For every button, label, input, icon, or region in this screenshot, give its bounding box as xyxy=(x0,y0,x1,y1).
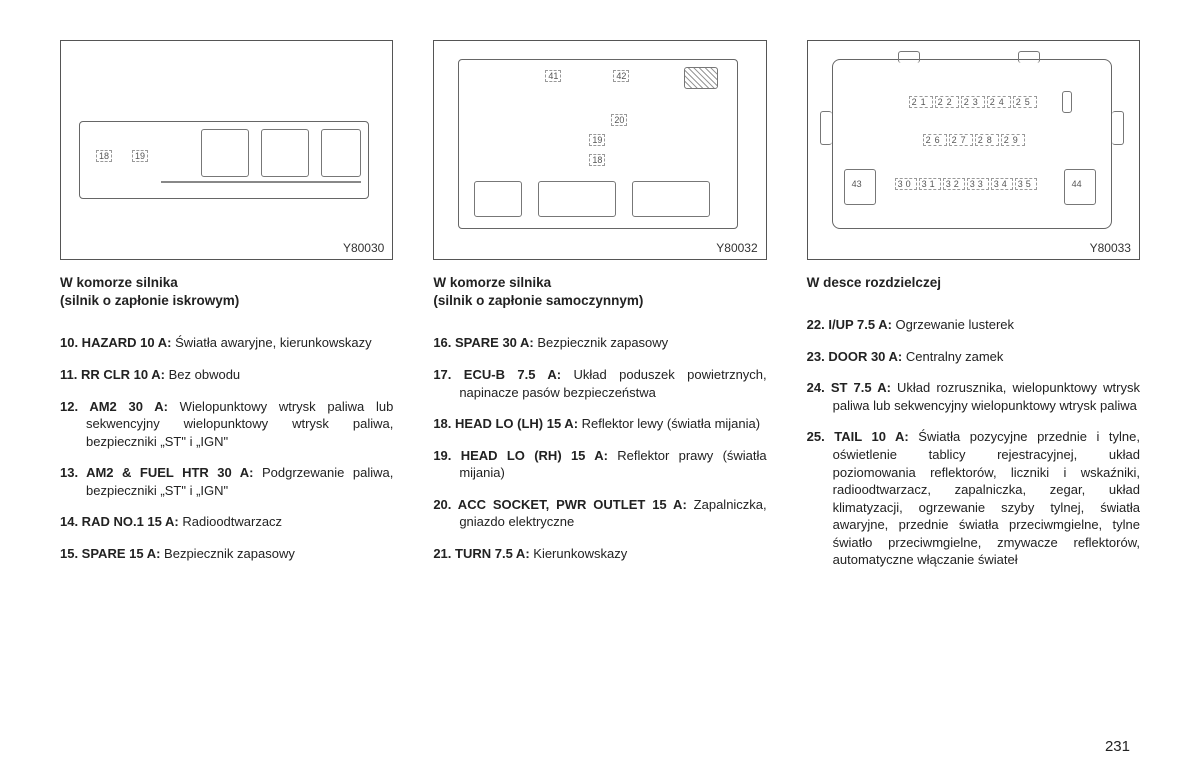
page-number: 231 xyxy=(1105,738,1130,755)
fuse-item: 25. TAIL 10 A: Światła pozycyjne przedni… xyxy=(807,428,1140,568)
slot-18: 18 xyxy=(96,150,112,162)
fuse-item: 12. AM2 30 A: Wielopunktowy wtrysk paliw… xyxy=(60,398,393,451)
column-1: 18 19 Y80030 W komorze silnika (silnik o… xyxy=(60,40,393,583)
heading-2: W komorze silnika (silnik o zapłonie sam… xyxy=(433,274,766,310)
fuse-item: 11. RR CLR 10 A: Bez obwodu xyxy=(60,366,393,384)
fuse-item: 24. ST 7.5 A: Układ rozrusznika, wielopu… xyxy=(807,379,1140,414)
fuse-item: 10. HAZARD 10 A: Światła awaryjne, kieru… xyxy=(60,334,393,352)
column-2: 41 42 20 19 18 Y80032 W komorze silnika … xyxy=(433,40,766,583)
diagram-1: 18 19 Y80030 xyxy=(60,40,393,260)
diagram-code-2: Y80032 xyxy=(716,241,757,255)
fuse-item: 18. HEAD LO (LH) 15 A: Reflektor lewy (ś… xyxy=(433,415,766,433)
diagram-2: 41 42 20 19 18 Y80032 xyxy=(433,40,766,260)
heading-3: W desce rozdzielczej xyxy=(807,274,1140,292)
fuse-item: 13. AM2 & FUEL HTR 30 A: Podgrzewanie pa… xyxy=(60,464,393,499)
heading-1: W komorze silnika (silnik o zapłonie isk… xyxy=(60,274,393,310)
items-2: 16. SPARE 30 A: Bezpiecznik zapasowy 17. … xyxy=(433,334,766,576)
fuse-item: 16. SPARE 30 A: Bezpiecznik zapasowy xyxy=(433,334,766,352)
diagram-code-1: Y80030 xyxy=(343,241,384,255)
fuse-item: 22. I/UP 7.5 A: Ogrzewanie lusterek xyxy=(807,316,1140,334)
items-3: 22. I/UP 7.5 A: Ogrzewanie lusterek 23. D… xyxy=(807,316,1140,583)
fuse-item: 17. ECU-B 7.5 A: Układ poduszek powietrz… xyxy=(433,366,766,401)
slot-19: 19 xyxy=(132,150,148,162)
fuse-item: 15. SPARE 15 A: Bezpiecznik zapasowy xyxy=(60,545,393,563)
fuse-item: 14. RAD NO.1 15 A: Radioodtwarzacz xyxy=(60,513,393,531)
fuse-item: 21. TURN 7.5 A: Kierunkowskazy xyxy=(433,545,766,563)
fuse-item: 23. DOOR 30 A: Centralny zamek xyxy=(807,348,1140,366)
fuse-item: 19. HEAD LO (RH) 15 A: Reflektor prawy (… xyxy=(433,447,766,482)
diagram-code-3: Y80033 xyxy=(1090,241,1131,255)
diagram-3: 2122232425 26272829 303132333435 43 44 Y… xyxy=(807,40,1140,260)
column-3: 2122232425 26272829 303132333435 43 44 Y… xyxy=(807,40,1140,583)
items-1: 10. HAZARD 10 A: Światła awaryjne, kieru… xyxy=(60,334,393,576)
fuse-item: 20. ACC SOCKET, PWR OUTLET 15 A: Zapalni… xyxy=(433,496,766,531)
